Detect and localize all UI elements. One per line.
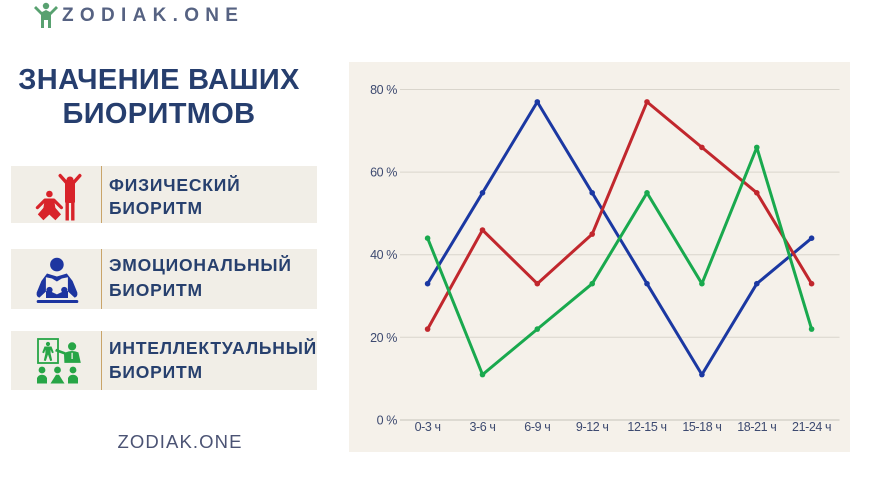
- svg-text:40 %: 40 %: [370, 248, 397, 262]
- svg-text:15-18 ч: 15-18 ч: [682, 420, 721, 434]
- svg-text:18-21 ч: 18-21 ч: [737, 420, 776, 434]
- svg-text:3-6 ч: 3-6 ч: [469, 420, 495, 434]
- svg-text:0-3 ч: 0-3 ч: [415, 420, 441, 434]
- svg-text:80 %: 80 %: [370, 83, 397, 97]
- svg-text:12-15 ч: 12-15 ч: [627, 420, 666, 434]
- svg-text:21-24 ч: 21-24 ч: [792, 420, 831, 434]
- svg-text:6-9 ч: 6-9 ч: [524, 420, 550, 434]
- svg-text:20 %: 20 %: [370, 331, 397, 345]
- svg-text:9-12 ч: 9-12 ч: [576, 420, 609, 434]
- svg-text:0 %: 0 %: [377, 414, 398, 428]
- svg-text:60 %: 60 %: [370, 166, 397, 180]
